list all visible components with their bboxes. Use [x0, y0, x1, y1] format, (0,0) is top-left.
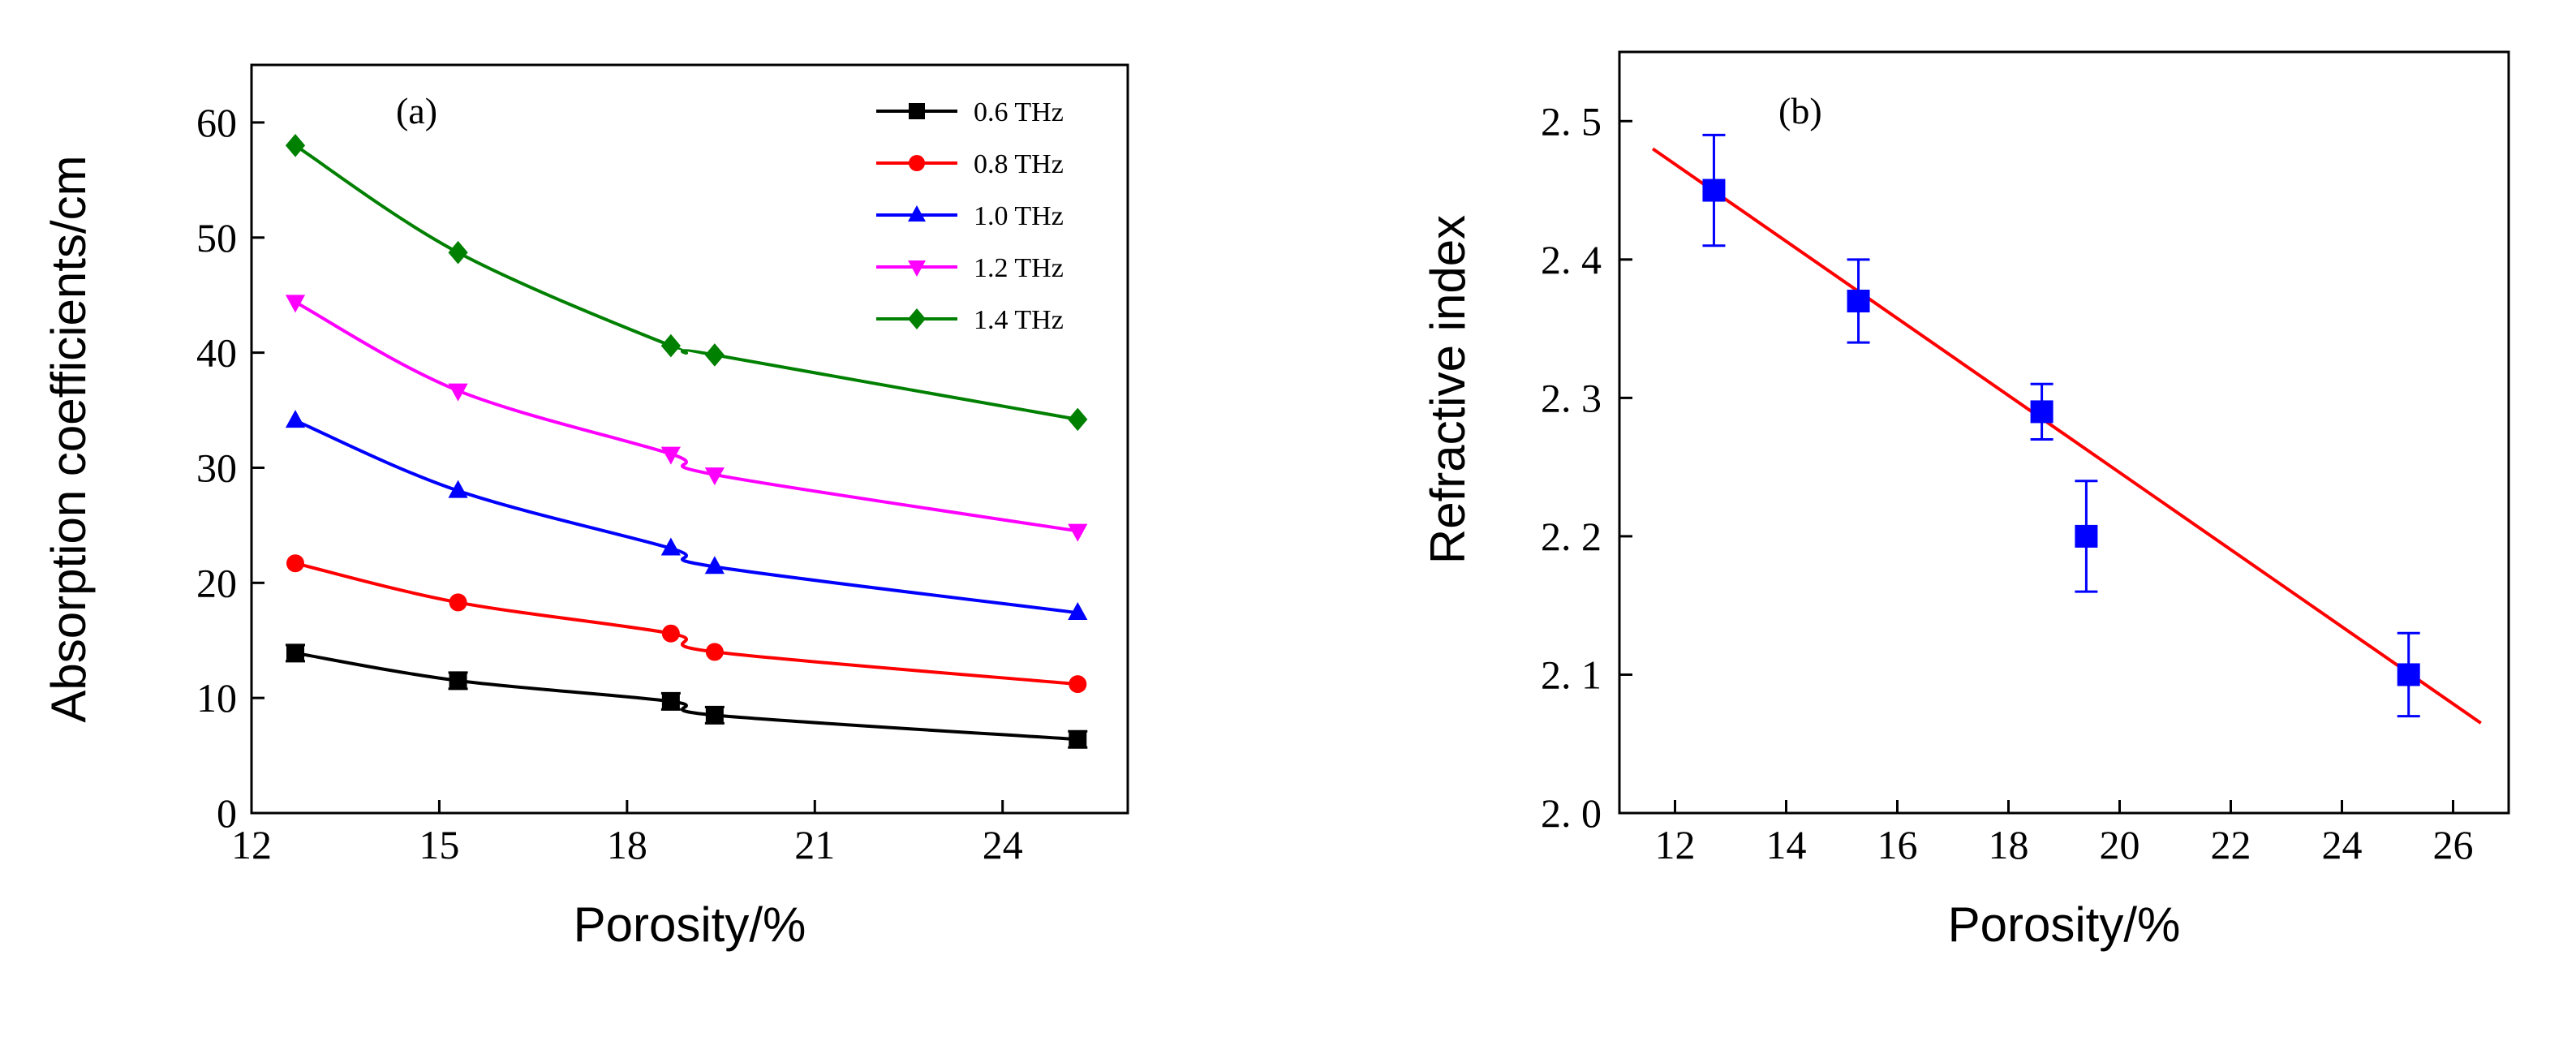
- x-tick-label: 22: [2211, 822, 2251, 867]
- legend-marker: [908, 308, 926, 329]
- data-point: [705, 706, 724, 725]
- x-tick-label: 24: [2322, 822, 2363, 867]
- x-tick-label: 20: [2100, 822, 2140, 867]
- fit-line-b: [1651, 147, 2482, 725]
- legend-entry: 1.2 THz: [876, 253, 1064, 283]
- x-tick-label: 12: [1655, 822, 1696, 867]
- series-line: [295, 300, 1078, 533]
- y-tick-label: 10: [196, 675, 237, 721]
- data-point: [660, 537, 681, 556]
- y-tick-label: 2. 0: [1541, 790, 1602, 836]
- legend-marker: [908, 260, 926, 277]
- x-tick-label: 18: [1989, 822, 2029, 867]
- y-tick-label: 2. 3: [1541, 375, 1602, 420]
- data-point: [2075, 524, 2098, 548]
- x-tick-label: 15: [419, 822, 459, 867]
- y-tick-label: 20: [196, 560, 237, 605]
- panel-label-a: (a): [396, 90, 437, 131]
- axis-ticks-a: 12 15 18 21 24 0 10 20 30 40 50 60: [196, 100, 1023, 867]
- x-axis-title-b: Porosity/%: [1948, 897, 2181, 952]
- data-point: [660, 446, 681, 465]
- data-point: [2030, 400, 2053, 424]
- legend-entry: 0.6 THz: [876, 97, 1064, 127]
- y-tick-label: 0: [217, 790, 237, 836]
- series-line: [295, 651, 1078, 742]
- data-points-b: [1702, 133, 2420, 718]
- plot-frame-a: [250, 63, 1129, 815]
- legend-entry: 1.0 THz: [876, 201, 1064, 231]
- data-point: [704, 467, 725, 486]
- data-point: [660, 333, 681, 358]
- panel-label-b: (b): [1778, 90, 1822, 131]
- data-point: [1068, 601, 1088, 620]
- series-curves-a: [294, 144, 1078, 742]
- legend-marker: [909, 103, 925, 119]
- data-point: [1069, 675, 1087, 694]
- data-point: [285, 410, 306, 428]
- data-point: [449, 671, 467, 690]
- data-point: [704, 343, 725, 367]
- data-point: [705, 643, 724, 661]
- series-line: [294, 144, 1078, 421]
- data-point: [449, 593, 467, 612]
- y-tick-label: 60: [196, 100, 237, 145]
- axis-ticks-b: 12 14 16 18 20 22 24 26 2. 0 2. 1 2. 2 2. 3 2. 4 2. 5: [1541, 98, 2474, 867]
- y-axis-title-a: Absorption coefficients/cm: [41, 155, 96, 722]
- y-axis-title-b: Refractive index: [1421, 215, 1475, 564]
- y-tick-label: 30: [196, 445, 237, 490]
- data-point: [286, 643, 304, 662]
- plot-frame-b: [1618, 50, 2510, 815]
- data-point: [704, 556, 725, 574]
- x-tick-label: 26: [2433, 822, 2474, 867]
- data-point: [661, 624, 680, 643]
- x-tick-label: 18: [607, 822, 647, 867]
- data-point: [1069, 730, 1087, 749]
- chart-b: 12 14 16 18 20 22 24 26 2. 0 2. 1 2. 2 2. 3 2. 4 2. 5…: [1421, 50, 2510, 952]
- legend-entry: 1.4 THz: [876, 305, 1064, 335]
- data-point: [1702, 179, 1726, 202]
- legend-label: 1.0 THz: [974, 201, 1064, 231]
- data-point: [1847, 289, 1870, 312]
- legend-label: 0.6 THz: [974, 97, 1064, 127]
- data-point: [285, 133, 306, 157]
- chart-a: 12 15 18 21 24 0 10 20 30 40 50 60 (a) 0.6 THz 0.8 T…: [41, 63, 1129, 952]
- data-point: [285, 295, 306, 313]
- y-tick-label: 2. 4: [1541, 237, 1602, 282]
- legend-marker: [909, 155, 925, 171]
- legend-marker: [908, 205, 926, 222]
- legend-label: 1.2 THz: [974, 253, 1064, 283]
- x-tick-label: 24: [983, 822, 1023, 867]
- data-point: [1068, 407, 1088, 432]
- x-tick-label: 21: [794, 822, 835, 867]
- y-tick-label: 2. 1: [1541, 652, 1602, 697]
- data-point: [448, 383, 468, 402]
- data-point: [286, 554, 304, 573]
- linear-fit-line: [1651, 147, 2482, 725]
- series-line: [295, 562, 1078, 686]
- x-tick-label: 14: [1766, 822, 1807, 867]
- legend-entry: 0.8 THz: [876, 149, 1064, 179]
- series-markers-a: [285, 133, 1088, 749]
- x-axis-title-a: Porosity/%: [574, 897, 806, 952]
- y-tick-label: 40: [196, 330, 237, 376]
- data-point: [448, 240, 468, 265]
- legend-label: 1.4 THz: [974, 305, 1064, 335]
- y-tick-label: 2. 5: [1541, 98, 1602, 144]
- data-point: [661, 692, 680, 711]
- legend-a: 0.6 THz 0.8 THz 1.0 THz 1.2 THz 1.4 THz: [876, 97, 1064, 335]
- series-line: [295, 419, 1078, 615]
- legend-label: 0.8 THz: [974, 149, 1064, 179]
- x-tick-label: 16: [1877, 822, 1918, 867]
- y-tick-label: 2. 2: [1541, 514, 1602, 559]
- data-point: [448, 480, 468, 498]
- y-tick-label: 50: [196, 215, 237, 260]
- x-tick-label: 12: [231, 822, 272, 867]
- data-point: [1068, 523, 1088, 542]
- data-point: [2397, 663, 2420, 686]
